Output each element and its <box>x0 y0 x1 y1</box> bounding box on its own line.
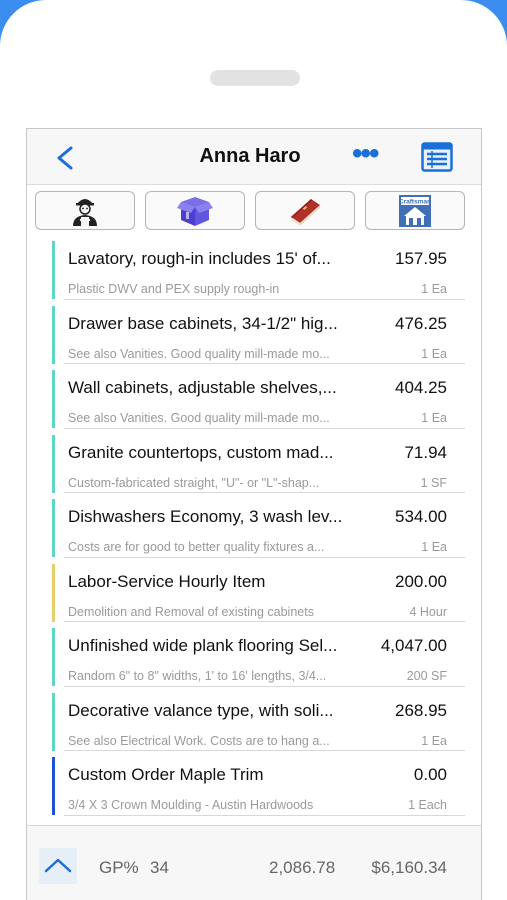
category-color-bar <box>52 563 55 622</box>
row-divider <box>64 750 465 751</box>
craftsman-button[interactable]: Craftsman <box>365 191 465 230</box>
navigation-bar: Anna Haro ••• <box>27 129 481 185</box>
list-item[interactable]: Decorative valance type, with soli... 268… <box>27 687 481 751</box>
category-color-bar <box>52 757 55 815</box>
item-price: 534.00 <box>395 507 447 526</box>
category-color-bar <box>52 305 55 364</box>
page-title: Anna Haro <box>199 145 301 167</box>
item-price: 476.25 <box>395 313 447 333</box>
item-title: Dishwashers Economy, 3 wash lev... <box>68 507 343 526</box>
chevron-left-icon <box>57 146 73 170</box>
craftsman-logo-icon: Craftsman <box>399 194 431 227</box>
package-box-icon <box>177 196 213 226</box>
row-divider <box>64 492 465 493</box>
list-item[interactable]: Custom Order Maple Trim 0.00 3/4 X 3 Crown… <box>27 751 481 816</box>
cost-total: 2,086.78 <box>269 858 336 877</box>
item-description: Demolition and Removal of existing cabin… <box>68 604 314 619</box>
item-price: 404.25 <box>395 378 447 397</box>
category-color-bar <box>52 692 55 751</box>
item-title: Lavatory, rough-in includes 15' of... <box>68 249 331 268</box>
item-price: 157.95 <box>395 249 447 268</box>
item-quantity-unit: 1 Ea <box>421 411 447 425</box>
item-price: 71.94 <box>404 442 447 462</box>
svg-text:Craftsman: Craftsman <box>399 198 431 205</box>
item-description: See also Electrical Work. Costs are to h… <box>68 733 330 748</box>
materials-button[interactable] <box>145 191 245 230</box>
list-item[interactable]: Granite countertops, custom mad... 71.94 C… <box>27 429 481 493</box>
reference-button[interactable] <box>255 191 355 230</box>
item-description: Custom-fabricated straight, "U"- or "L"-… <box>68 475 320 490</box>
list-item[interactable]: Dishwashers Economy, 3 wash lev... 534.00… <box>27 493 481 558</box>
item-price: 4,047.00 <box>380 636 447 655</box>
item-quantity-unit: 200 SF <box>406 669 447 683</box>
item-description: See also Vanities. Good quality mill-mad… <box>68 346 330 361</box>
item-quantity-unit: 1 Ea <box>421 540 447 554</box>
item-title: Custom Order Maple Trim <box>68 765 264 784</box>
back-button[interactable] <box>51 143 81 173</box>
category-color-bar <box>52 499 55 557</box>
item-description: Random 6" to 8" widths, 1' to 16' length… <box>68 669 327 683</box>
chevron-up-icon <box>44 858 72 873</box>
collapse-button[interactable] <box>39 848 77 884</box>
item-description: See also Vanities. Good quality mill-mad… <box>68 411 330 425</box>
item-title: Labor-Service Hourly Item <box>68 571 266 591</box>
gp-percent-label: GP% <box>99 858 139 877</box>
item-title: Granite countertops, custom mad... <box>68 442 334 462</box>
list-item[interactable]: Lavatory, rough-in includes 15' of... 157… <box>27 235 481 300</box>
item-quantity-unit: 1 Ea <box>421 346 447 361</box>
item-title: Wall cabinets, adjustable shelves,... <box>68 378 337 397</box>
row-divider <box>64 621 465 622</box>
item-price: 268.95 <box>395 700 447 720</box>
row-divider <box>64 363 465 364</box>
item-quantity-unit: 1 Each <box>408 798 447 812</box>
item-quantity-unit: 4 Hour <box>409 604 447 619</box>
totals-footer: GP% 34 2,086.78 $6,160.34 <box>27 825 481 900</box>
category-toolbar: Craftsman <box>27 185 481 235</box>
labor-button[interactable] <box>35 191 135 230</box>
book-icon <box>291 198 320 226</box>
row-divider <box>64 556 465 558</box>
list-view-button[interactable] <box>421 142 453 172</box>
list-item[interactable]: Unfinished wide plank flooring Sel... 4,0… <box>27 622 481 687</box>
list-icon <box>421 142 453 172</box>
category-color-bar <box>52 241 55 299</box>
item-title: Decorative valance type, with soli... <box>68 700 334 720</box>
category-color-bar <box>52 370 55 428</box>
category-color-bar <box>52 628 55 686</box>
item-quantity-unit: 1 Ea <box>421 282 447 296</box>
grand-total: $6,160.34 <box>371 858 447 877</box>
list-item[interactable]: Drawer base cabinets, 34-1/2" hig... 476.… <box>27 300 481 364</box>
item-quantity-unit: 1 Ea <box>421 733 447 748</box>
item-description: 3/4 X 3 Crown Moulding - Austin Hardwood… <box>68 798 314 812</box>
row-divider <box>64 685 465 687</box>
item-quantity-unit: 1 SF <box>420 475 447 490</box>
row-divider <box>64 427 465 429</box>
item-price: 200.00 <box>395 571 447 591</box>
item-description: Plastic DWV and PEX supply rough-in <box>68 282 280 296</box>
item-title: Unfinished wide plank flooring Sel... <box>68 636 338 655</box>
gp-percent-value: 34 <box>150 858 169 877</box>
more-options-button[interactable]: ••• <box>352 137 380 170</box>
app-screen: Anna Haro ••• <box>26 128 482 900</box>
item-title: Drawer base cabinets, 34-1/2" hig... <box>68 313 338 333</box>
row-divider <box>64 814 465 816</box>
labor-worker-icon <box>73 198 97 226</box>
list-item[interactable]: Wall cabinets, adjustable shelves,... 404… <box>27 364 481 429</box>
list-item[interactable]: Labor-Service Hourly Item 200.00 Demolitio… <box>27 558 481 622</box>
category-color-bar <box>52 434 55 493</box>
item-price: 0.00 <box>413 765 447 784</box>
item-description: Costs are for good to better quality fix… <box>68 540 325 554</box>
speaker-grille <box>210 70 300 86</box>
row-divider <box>64 298 465 300</box>
